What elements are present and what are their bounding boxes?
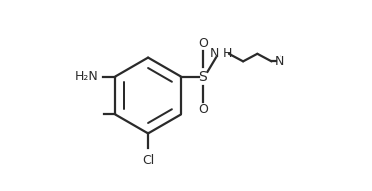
Text: N: N — [210, 47, 219, 60]
Text: Cl: Cl — [142, 154, 154, 167]
Text: H: H — [223, 47, 232, 60]
Text: N: N — [275, 55, 284, 68]
Text: O: O — [198, 37, 208, 50]
Text: O: O — [198, 103, 208, 116]
Text: S: S — [198, 70, 207, 83]
Text: H₂N: H₂N — [74, 70, 98, 83]
